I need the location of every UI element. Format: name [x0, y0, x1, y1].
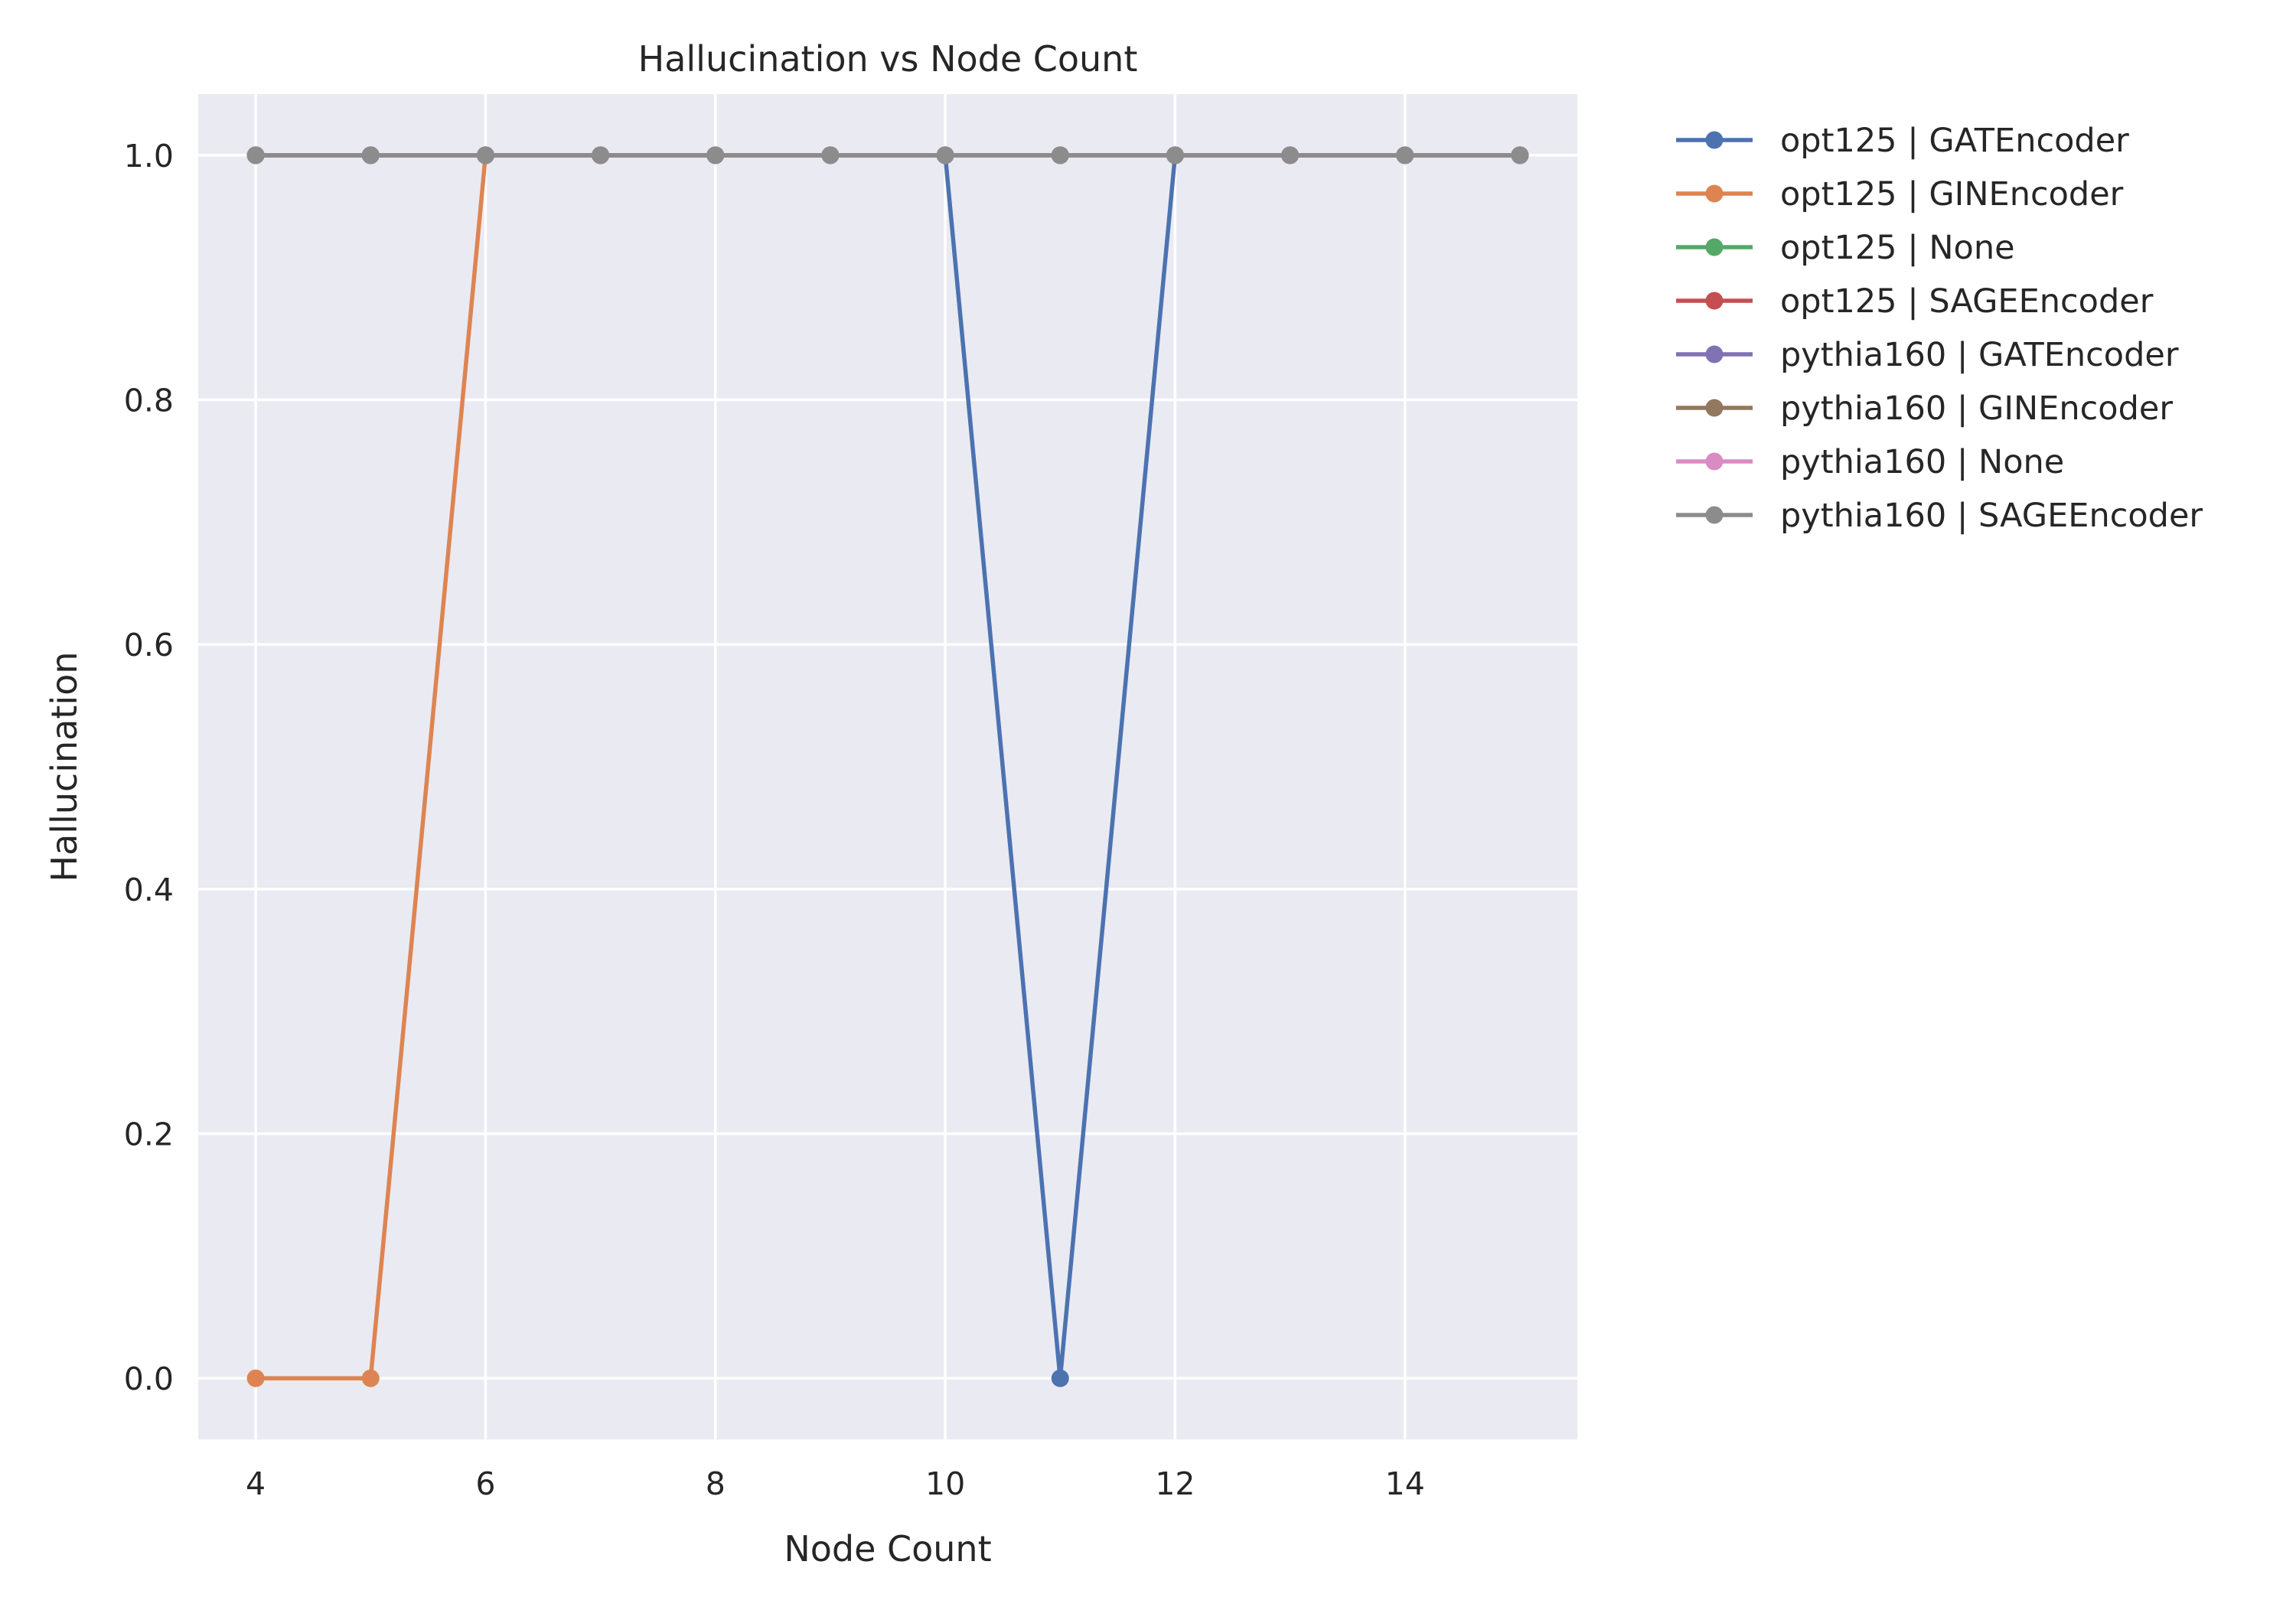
x-tick-label: 8	[706, 1465, 726, 1502]
series-8	[246, 146, 1529, 165]
legend-marker	[1705, 345, 1724, 363]
legend-label: opt125 | SAGEEncoder	[1780, 282, 2154, 321]
y-axis-title: Hallucination	[44, 651, 85, 882]
y-tick-label: 0.8	[124, 383, 174, 419]
y-tick-label: 0.4	[124, 872, 174, 908]
legend-label: pythia160 | GATEncoder	[1780, 336, 2179, 374]
chart-title: Hallucination vs Node Count	[638, 38, 1138, 80]
legend-item: opt125 | SAGEEncoder	[1676, 282, 2154, 321]
legend-label: opt125 | None	[1780, 229, 2015, 267]
data-point	[361, 146, 380, 165]
legend-label: opt125 | GATEncoder	[1780, 122, 2129, 160]
data-point	[246, 146, 265, 165]
legend-item: pythia160 | GATEncoder	[1676, 336, 2179, 374]
data-point	[1511, 146, 1529, 165]
legend-item: opt125 | GATEncoder	[1676, 122, 2129, 160]
data-point	[821, 146, 840, 165]
data-point	[592, 146, 610, 165]
data-point	[1051, 146, 1069, 165]
y-tick-label: 0.6	[124, 627, 174, 663]
y-tick-label: 0.2	[124, 1116, 174, 1152]
x-tick-label: 14	[1385, 1465, 1425, 1502]
data-point	[1051, 1369, 1069, 1387]
data-point	[706, 146, 725, 165]
data-point	[476, 146, 494, 165]
x-tick-label: 4	[246, 1465, 266, 1502]
x-tick-label: 12	[1155, 1465, 1195, 1502]
legend-label: pythia160 | None	[1780, 443, 2064, 481]
legend: opt125 | GATEncoder opt125 | GINEncoder op…	[1676, 122, 2203, 535]
series-layer	[246, 146, 1529, 1387]
legend-item: opt125 | None	[1676, 229, 2015, 267]
legend-marker	[1705, 238, 1724, 256]
legend-marker	[1705, 506, 1724, 524]
legend-marker	[1705, 399, 1724, 417]
data-point	[936, 146, 954, 165]
y-axis-ticks: 0.0 0.2 0.4 0.6 0.8 1.0	[124, 138, 174, 1397]
y-tick-label: 0.0	[124, 1361, 174, 1397]
legend-item: pythia160 | None	[1676, 443, 2064, 481]
legend-marker	[1705, 131, 1724, 149]
data-point	[361, 1369, 380, 1387]
data-point	[1396, 146, 1414, 165]
x-tick-label: 10	[925, 1465, 965, 1502]
legend-label: opt125 | GINEncoder	[1780, 175, 2124, 214]
plot-area	[198, 94, 1577, 1439]
legend-item: pythia160 | GINEncoder	[1676, 390, 2173, 428]
y-tick-label: 1.0	[124, 138, 174, 174]
legend-marker	[1705, 452, 1724, 471]
x-axis-title: Node Count	[784, 1528, 991, 1570]
data-point	[246, 1369, 265, 1387]
legend-label: pythia160 | SAGEEncoder	[1780, 497, 2203, 535]
data-point	[1281, 146, 1300, 165]
x-axis-ticks: 4 6 8 10 12 14	[246, 1465, 1425, 1502]
legend-item: pythia160 | SAGEEncoder	[1676, 497, 2203, 535]
legend-label: pythia160 | GINEncoder	[1780, 390, 2173, 428]
legend-marker	[1705, 292, 1724, 310]
data-point	[1166, 146, 1184, 165]
grid	[198, 94, 1577, 1439]
x-tick-label: 6	[475, 1465, 495, 1502]
legend-item: opt125 | GINEncoder	[1676, 175, 2124, 214]
legend-marker	[1705, 184, 1724, 203]
